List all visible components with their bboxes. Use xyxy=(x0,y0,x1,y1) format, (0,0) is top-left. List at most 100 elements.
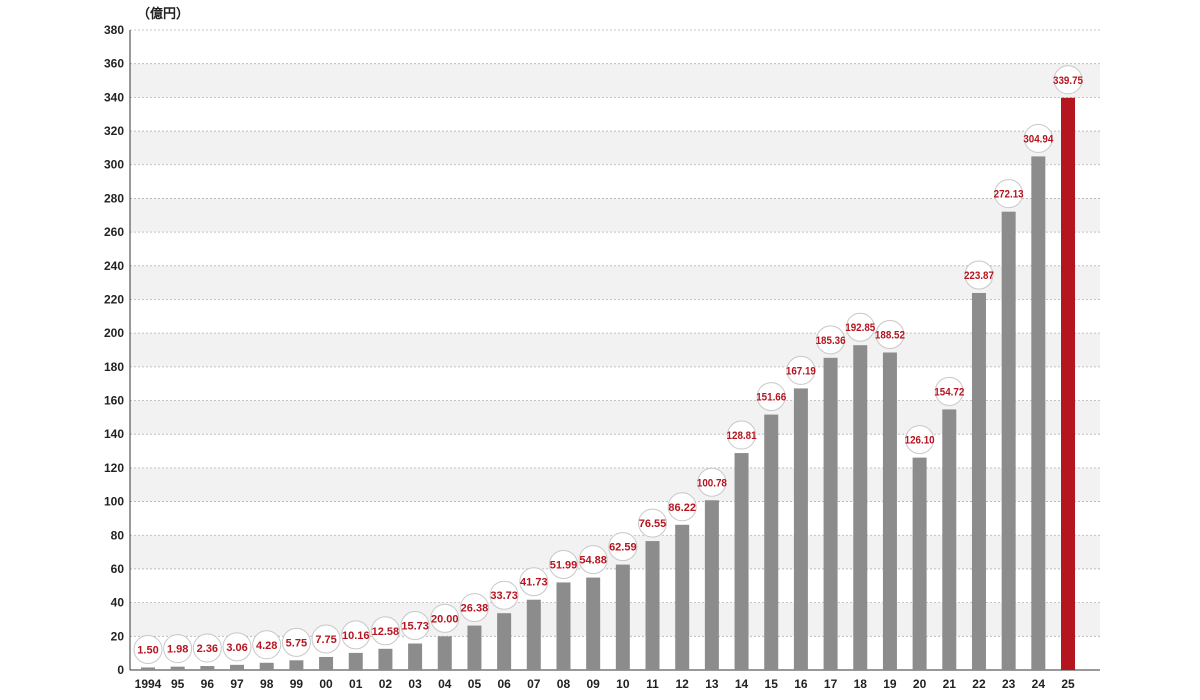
bar xyxy=(704,500,719,670)
x-tick-label: 00 xyxy=(319,677,333,691)
x-tick-label: 06 xyxy=(497,677,511,691)
x-tick-label: 11 xyxy=(646,677,659,691)
bar xyxy=(793,388,808,670)
value-label-bubble xyxy=(934,376,964,406)
data-label: 62.59 xyxy=(609,542,637,554)
data-label: 26.38 xyxy=(461,603,489,615)
x-tick-label: 03 xyxy=(408,677,422,691)
value-label-bubble xyxy=(430,603,460,633)
data-label: 1.50 xyxy=(137,644,158,656)
y-tick-label: 240 xyxy=(104,259,124,273)
data-label: 76.55 xyxy=(639,518,667,530)
x-tick-label: 08 xyxy=(557,677,571,691)
value-label-bubble xyxy=(192,633,222,663)
value-label-bubble xyxy=(341,620,371,650)
x-tick-label: 01 xyxy=(349,677,363,691)
bar xyxy=(319,656,334,670)
data-label: 151.66 xyxy=(756,392,786,404)
value-label-bubble xyxy=(756,382,786,412)
bar xyxy=(230,664,245,670)
bar xyxy=(141,667,155,670)
data-label: 126.10 xyxy=(905,435,935,447)
data-label: 33.73 xyxy=(490,590,518,602)
value-label-bubble xyxy=(994,179,1024,209)
x-tick-label: 99 xyxy=(290,677,304,691)
background-band xyxy=(130,63,1100,98)
data-label: 128.81 xyxy=(727,430,757,442)
x-tick-label: 97 xyxy=(230,677,244,691)
x-tick-label: 95 xyxy=(171,677,185,691)
y-tick-label: 160 xyxy=(104,394,124,408)
bar xyxy=(882,352,897,670)
y-tick-label: 200 xyxy=(104,326,124,340)
data-label: 54.88 xyxy=(579,555,607,567)
value-label-bubble xyxy=(608,532,638,562)
bar xyxy=(645,541,660,670)
value-label-bubble xyxy=(786,355,816,385)
x-tick-label: 22 xyxy=(972,677,986,691)
bar xyxy=(200,666,215,670)
background-band xyxy=(130,131,1100,165)
data-label: 192.85 xyxy=(845,322,875,334)
value-label-bubble xyxy=(667,492,697,522)
y-tick-label: 380 xyxy=(104,23,124,37)
value-label-bubble xyxy=(1053,65,1083,95)
bar xyxy=(289,660,304,670)
value-label-bubble xyxy=(875,319,905,349)
data-label: 100.78 xyxy=(697,477,727,489)
value-label-bubble xyxy=(845,312,875,342)
x-tick-label: 15 xyxy=(765,677,779,691)
x-tick-label: 13 xyxy=(705,677,719,691)
x-tick-label: 19 xyxy=(883,677,897,691)
data-label: 86.22 xyxy=(668,502,696,514)
background-band xyxy=(130,265,1100,300)
bar xyxy=(526,599,541,670)
data-label: 5.75 xyxy=(286,637,307,649)
value-label-bubble xyxy=(163,634,193,664)
bar xyxy=(586,577,601,670)
bar xyxy=(497,613,512,670)
y-tick-label: 20 xyxy=(111,629,125,643)
y-tick-label: 300 xyxy=(104,158,124,172)
y-tick-label: 40 xyxy=(111,596,125,610)
bar xyxy=(764,414,779,670)
bar xyxy=(348,652,363,670)
y-axis-unit-label: （億円） xyxy=(137,7,190,22)
bar xyxy=(823,357,838,670)
value-label-bubble xyxy=(133,634,163,664)
x-tick-label: 16 xyxy=(794,677,808,691)
value-label-bubble xyxy=(964,260,994,290)
value-label-bubble xyxy=(311,624,341,654)
y-tick-label: 120 xyxy=(104,461,124,475)
bar xyxy=(1001,211,1016,671)
x-tick-label: 98 xyxy=(260,677,274,691)
value-label-bubble xyxy=(638,508,668,538)
bar xyxy=(971,292,986,670)
data-label: 7.75 xyxy=(315,634,336,646)
bar xyxy=(942,409,957,670)
data-label: 1.98 xyxy=(167,644,188,656)
value-label-bubble xyxy=(727,420,757,450)
value-label-bubble xyxy=(489,580,519,610)
value-label-bubble xyxy=(697,467,727,497)
bar xyxy=(734,453,749,670)
data-label: 185.36 xyxy=(816,335,846,347)
data-label: 41.73 xyxy=(520,577,548,589)
value-label-bubble xyxy=(252,630,282,660)
data-label: 20.00 xyxy=(431,613,459,625)
data-label: 4.28 xyxy=(256,640,277,652)
data-label: 15.73 xyxy=(401,621,429,633)
data-label: 10.16 xyxy=(342,630,370,642)
background-band xyxy=(130,400,1100,435)
data-label: 223.87 xyxy=(964,270,994,282)
x-tick-label: 09 xyxy=(586,677,600,691)
value-label-bubble xyxy=(816,325,846,355)
x-tick-label: 20 xyxy=(913,677,927,691)
value-label-bubble xyxy=(519,567,549,597)
y-tick-label: 0 xyxy=(117,663,124,677)
y-tick-label: 220 xyxy=(104,292,124,306)
data-label: 2.36 xyxy=(197,643,218,655)
data-label: 3.06 xyxy=(226,642,247,654)
